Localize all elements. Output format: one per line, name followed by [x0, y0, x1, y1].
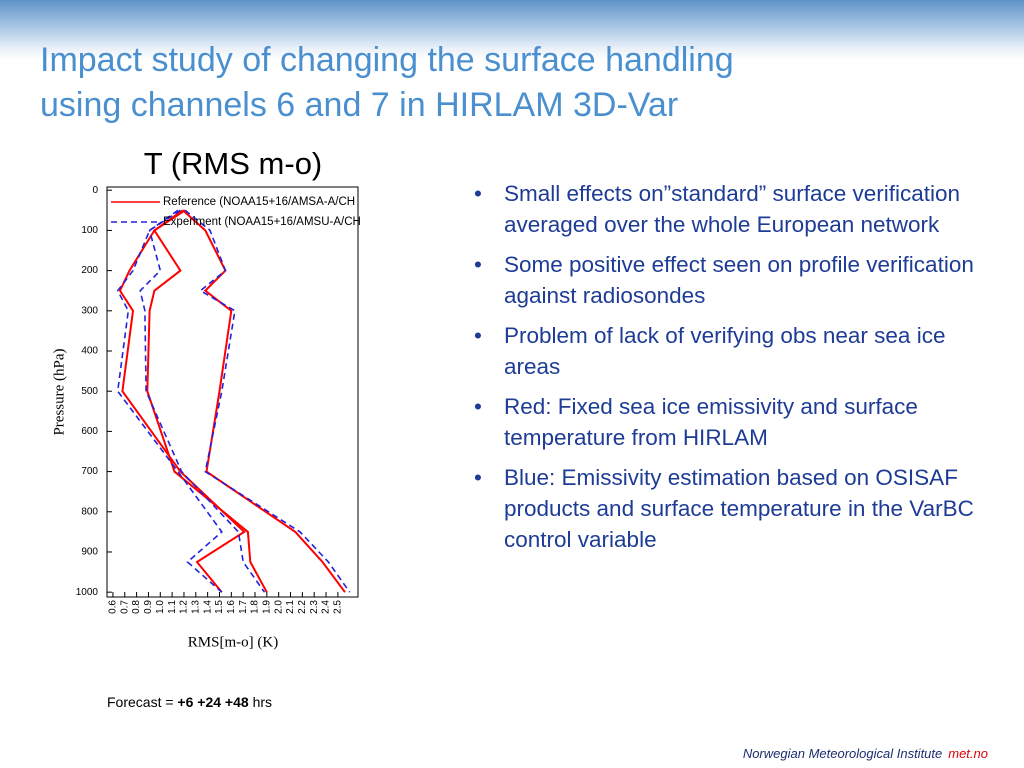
x-axis-label: RMS[m-o] (K) — [188, 634, 278, 650]
legend-entry: Experiment (NOAA15+16/AMSU-A/CH — [111, 216, 361, 228]
x-tick-label: 0.9 — [143, 600, 154, 614]
slide-title: Impact study of changing the surface han… — [40, 38, 734, 128]
chart-title: T (RMS m-o) — [144, 146, 323, 181]
x-tick-label: 1.1 — [167, 600, 178, 614]
title-line: using channels 6 and 7 in HIRLAM 3D-Var — [40, 86, 679, 124]
footnote-prefix: Forecast = — [107, 694, 174, 710]
bullet: Red: Fixed sea ice emissivity and surfac… — [470, 391, 990, 453]
profile-line — [146, 209, 268, 593]
x-tick-label: 2.2 — [297, 600, 308, 614]
legend-label: Reference (NOAA15+16/AMSA-A/CH — [163, 196, 355, 208]
x-tick-label: 1.3 — [190, 600, 201, 614]
x-tick-label: 1.7 — [238, 600, 249, 614]
y-tick-label: 500 — [81, 386, 98, 397]
y-tick-label: 400 — [81, 346, 98, 357]
profile-line — [116, 209, 223, 593]
bullet: Small effects on”standard” surface verif… — [470, 178, 990, 240]
plot-frame — [106, 186, 359, 598]
legend-entry: Reference (NOAA15+16/AMSA-A/CH — [111, 196, 355, 208]
institute: Norwegian Meteorological Institute — [742, 746, 943, 761]
legend-label: Experiment (NOAA15+16/AMSU-A/CH — [163, 216, 361, 228]
site: met.no — [948, 746, 988, 761]
footnote: Forecast = +6 +24 +48 hrs — [107, 694, 272, 710]
y-tick-label: 900 — [81, 547, 98, 558]
y-tick-label: 100 — [81, 225, 98, 236]
y-tick-label: 0 — [92, 185, 98, 196]
y-tick-label: 600 — [81, 426, 98, 437]
y-axis-label: Pressure (hPa) — [51, 348, 67, 435]
bullet-list: Small effects on”standard” surface verif… — [470, 178, 990, 564]
profile-line — [139, 209, 266, 593]
profile-line — [182, 209, 346, 593]
profile-line — [118, 209, 246, 593]
footnote-bold: +6 +24 +48 — [177, 694, 248, 710]
bullet: Blue: Emissivity estimation based on OSI… — [470, 462, 990, 555]
x-tick-label: 0.6 — [108, 600, 119, 614]
title-line: Impact study of changing the surface han… — [40, 41, 734, 79]
x-tick-label: 2.1 — [285, 600, 296, 614]
bullet: Some positive effect seen on profile ver… — [470, 249, 990, 311]
bullet: Problem of lack of verifying obs near se… — [470, 320, 990, 382]
x-tick-label: 1.6 — [226, 600, 237, 614]
x-tick-label: 1.9 — [261, 600, 272, 614]
x-tick-label: 2.5 — [333, 600, 344, 614]
x-tick-label: 1.0 — [155, 600, 166, 614]
x-tick-label: 2.0 — [273, 600, 284, 614]
x-tick-label: 1.4 — [202, 600, 213, 614]
y-tick-label: 700 — [81, 466, 98, 477]
x-tick-label: 1.8 — [250, 600, 261, 614]
x-tick-label: 1.2 — [179, 600, 190, 614]
footer: Norwegian Meteorological Institute met.no — [743, 746, 988, 761]
y-tick-label: 800 — [81, 506, 98, 517]
y-tick-label: 300 — [81, 305, 98, 316]
x-tick-label: 2.4 — [321, 600, 332, 614]
x-tick-label: 1.5 — [214, 600, 225, 614]
y-tick-label: 200 — [81, 265, 98, 276]
x-tick-label: 0.7 — [119, 600, 130, 614]
footnote-suffix: hrs — [253, 694, 272, 710]
x-tick-label: 0.8 — [131, 600, 142, 614]
x-tick-label: 2.3 — [309, 600, 320, 614]
sky-banner — [0, 0, 1024, 60]
profile-line — [184, 209, 351, 593]
y-tick-label: 1000 — [76, 587, 99, 598]
